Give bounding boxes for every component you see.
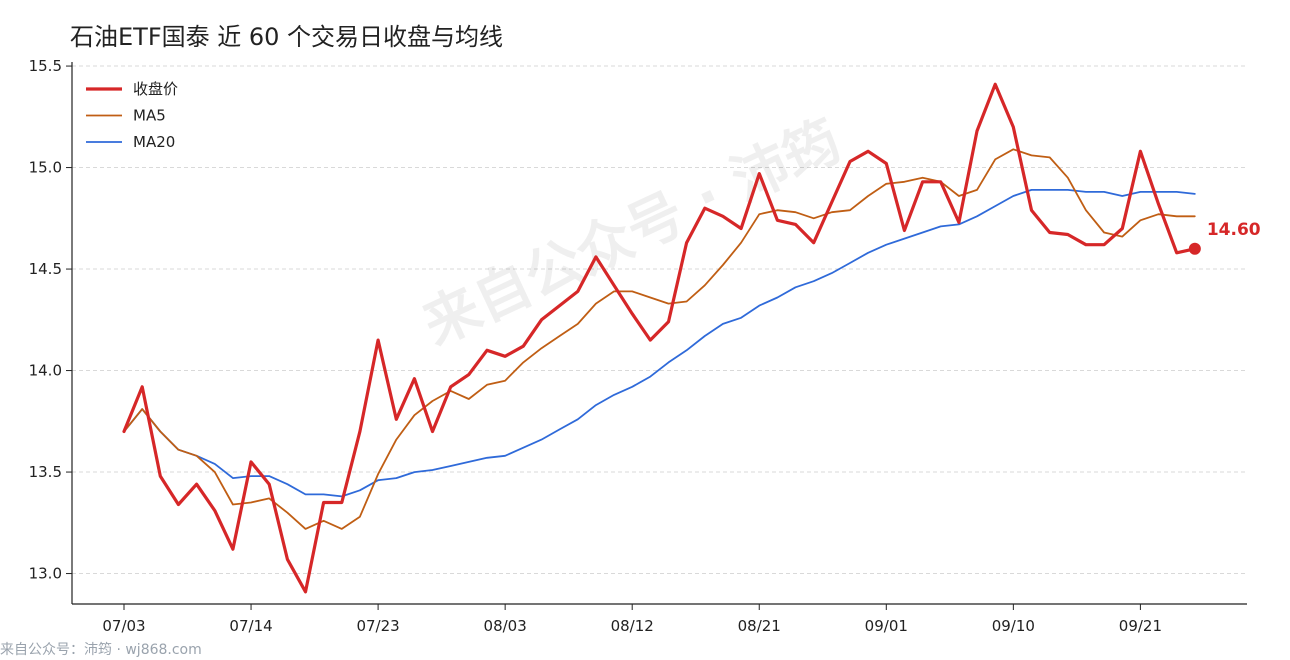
legend-label: MA5 xyxy=(133,107,166,125)
axes xyxy=(71,62,1247,605)
legend-label: MA20 xyxy=(133,133,175,151)
series-line-1 xyxy=(123,148,1196,530)
legend-label: 收盘价 xyxy=(133,80,178,98)
x-tick-label: 08/12 xyxy=(611,617,654,635)
x-axis-ticks: 07/03 07/14 07/23 08/03 08/12 08/21 09/01 09/10… xyxy=(102,604,1162,635)
y-tick-label: 14.0 xyxy=(29,362,62,380)
y-tick-label: 13.5 xyxy=(29,463,62,481)
x-tick-label: 08/21 xyxy=(738,617,781,635)
x-tick-label: 07/14 xyxy=(229,617,272,635)
y-tick-label: 15.0 xyxy=(29,159,62,177)
x-tick-label: 08/03 xyxy=(484,617,527,635)
y-tick-label: 13.0 xyxy=(29,565,62,583)
watermark: 来自公众号 · 沛筠 xyxy=(414,108,851,358)
y-axis-ticks: 13.0 13.5 14.0 14.5 15.0 15.5 xyxy=(29,57,72,583)
chart-title: 石油ETF国泰 近 60 个交易日收盘与均线 xyxy=(70,23,503,51)
y-tick-label: 15.5 xyxy=(29,57,62,75)
x-tick-label: 07/23 xyxy=(356,617,399,635)
y-tick-label: 14.5 xyxy=(29,260,62,278)
grid-lines xyxy=(72,65,1247,575)
last-value-marker: 14.60 xyxy=(1188,220,1261,255)
series-lines xyxy=(122,82,1197,594)
footer-credit: 来自公众号：沛筠 · wj868.com xyxy=(0,641,202,658)
last-value-label: 14.60 xyxy=(1207,220,1261,240)
x-tick-label: 09/21 xyxy=(1119,617,1162,635)
x-tick-label: 09/10 xyxy=(992,617,1035,635)
series-line-2 xyxy=(123,188,1196,498)
x-tick-label: 07/03 xyxy=(102,617,145,635)
last-value-dot xyxy=(1188,242,1201,255)
legend: 收盘价 MA5 MA20 xyxy=(86,80,178,151)
series-line-0 xyxy=(122,82,1197,594)
x-tick-label: 09/01 xyxy=(865,617,908,635)
